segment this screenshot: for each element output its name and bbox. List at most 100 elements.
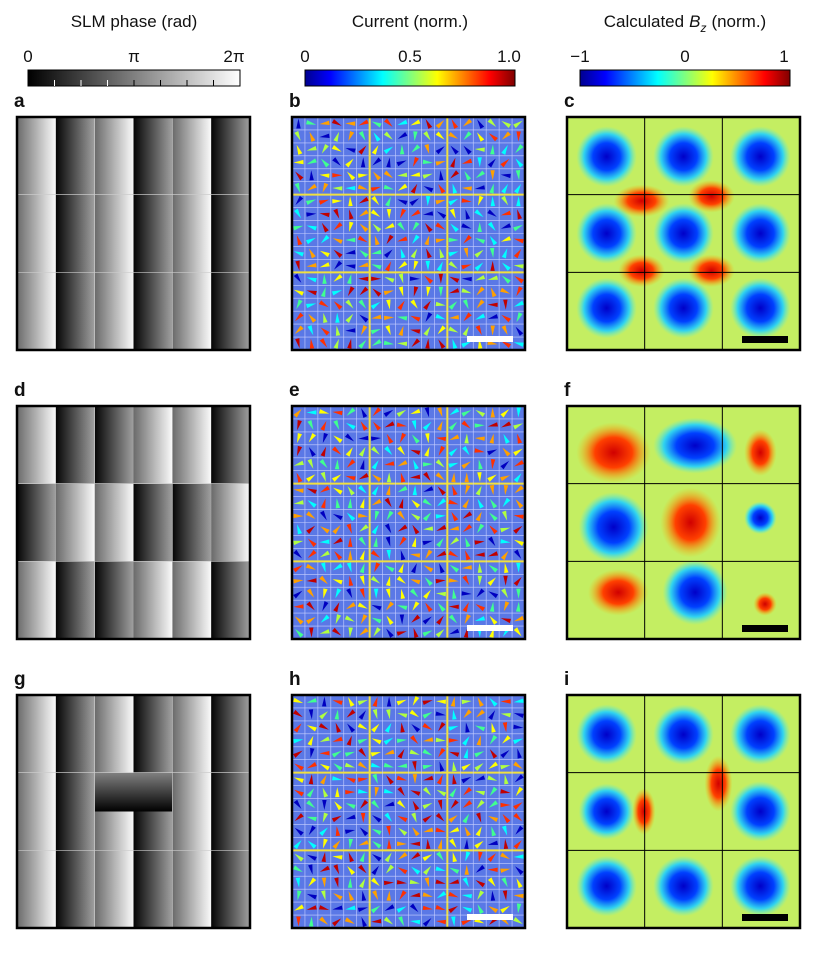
panel-frame [15,693,252,930]
current-arrow [357,761,368,769]
current-arrow [293,799,302,810]
current-arrow [383,788,394,794]
current-arrow [374,235,380,246]
current-arrow [384,461,395,466]
negative-lobe [576,126,637,187]
current-arrow [435,459,445,468]
current-arrow [333,338,339,349]
current-arrow [422,711,433,719]
current-arrow [386,234,394,245]
current-arrow [331,750,342,758]
current-arrow [410,119,421,126]
current-arrow [475,485,482,496]
current-arrow [322,273,327,284]
current-arrow [478,851,483,862]
current-arrow [397,183,408,191]
current-arrow [347,697,355,707]
current-arrow [357,184,368,190]
current-arrow [412,156,419,167]
current-arrow [423,865,432,876]
current-arrow [410,852,421,860]
current-arrow [345,313,354,323]
current-arrow [398,286,404,297]
current-arrow [422,700,433,705]
current-arrow [396,738,408,743]
current-arrow [359,575,365,586]
current-arrow [361,916,368,927]
current-arrow [347,723,356,733]
current-arrow [307,183,317,191]
current-arrow [384,276,395,283]
current-arrow [322,182,329,193]
current-arrow [335,312,340,323]
current-arrow [500,460,510,470]
current-arrow [319,539,330,544]
current-arrow [386,825,391,836]
current-arrow [514,866,524,875]
current-arrow [513,576,522,587]
current-arrow [396,422,407,427]
phase-right [55,850,95,928]
current-arrow [345,814,356,820]
current-arrow [513,514,524,519]
current-arrow [333,892,343,901]
current-arrow [399,144,405,155]
phase-left [94,850,134,928]
current-arrow [502,722,508,733]
current-arrow [475,864,485,873]
current-arrow [422,159,433,164]
current-arrow [410,183,418,194]
phase-map [15,115,252,352]
current-arrow [345,447,353,457]
current-arrow [478,459,483,470]
current-arrow [424,275,434,284]
current-arrow [306,410,317,415]
current-arrow [345,777,356,783]
current-arrow [425,196,431,207]
negative-lobe [730,704,791,765]
current-arrow [502,447,511,457]
current-arrow [358,485,367,494]
current-arrow [435,161,446,166]
current-arrow [397,119,408,126]
current-arrow [321,222,329,233]
current-arrow [385,864,394,874]
current-arrow [358,119,369,126]
current-arrow [345,905,356,910]
current-arrow [346,512,356,522]
current-arrow [293,777,304,783]
current-arrow [503,484,509,496]
current-arrow [307,840,317,849]
colorbar [304,69,516,87]
current-arrow [306,212,317,217]
current-arrow [383,184,394,190]
current-arrow [475,409,486,417]
current-arrow [293,590,303,599]
current-arrow [487,877,496,887]
current-arrow [386,433,394,444]
current-arrow [435,199,446,205]
current-arrow [410,329,421,334]
current-arrow [385,601,394,611]
current-arrow [450,170,459,179]
current-arrow [490,287,497,298]
current-arrow [489,433,494,444]
current-arrow [347,273,352,285]
current-arrow [513,448,523,456]
current-arrow [322,432,329,444]
current-arrow [306,800,316,809]
phase-right [211,695,250,773]
current-arrow [475,775,486,781]
current-arrow [502,814,511,824]
current-arrow [412,221,420,232]
current-arrow [477,119,485,129]
current-arrow [397,485,408,493]
current-arrow [399,890,407,900]
current-arrow [448,879,460,884]
current-arrow [385,575,391,587]
current-arrow [464,826,471,837]
current-arrow [320,498,326,509]
current-arrow [384,801,395,807]
current-arrow [513,549,522,560]
current-arrow [435,222,446,230]
